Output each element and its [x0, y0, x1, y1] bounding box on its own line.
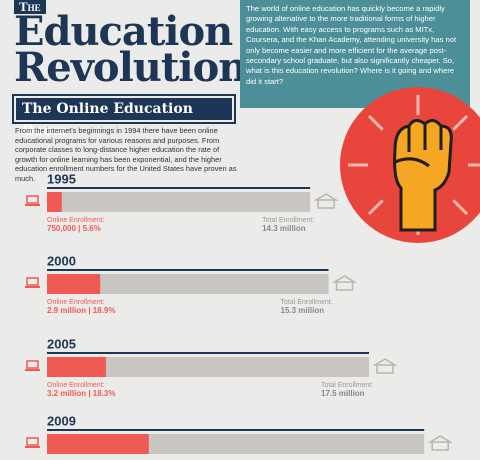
school-icon	[372, 358, 398, 374]
laptop-icon	[26, 360, 39, 369]
year-label: 2005	[47, 336, 76, 351]
online-name: Online Enrollment:	[47, 382, 105, 389]
laptop-icon	[25, 446, 40, 448]
online-name: Online Enrollment:	[47, 217, 105, 224]
total-bar	[47, 192, 311, 212]
online-label: 750,000 | 5.6%	[47, 224, 101, 233]
school-icon	[427, 435, 453, 451]
total-name: Total Enrollment:	[281, 299, 333, 306]
laptop-icon	[26, 277, 39, 286]
total-label: 14.3 million	[262, 224, 306, 233]
online-name: Online Enrollment:	[47, 299, 105, 306]
laptop-icon	[25, 369, 40, 371]
laptop-icon	[26, 195, 39, 204]
intro-box: The world of online education has quickl…	[240, 0, 470, 108]
total-name: Total Enrollment:	[321, 382, 373, 389]
online-bar	[47, 357, 106, 377]
year-label: 1995	[47, 171, 76, 186]
total-bar	[47, 274, 329, 294]
title: Revolution	[14, 44, 247, 91]
title-tag: The	[14, 0, 46, 14]
school-icon	[313, 193, 339, 209]
online-bar	[47, 274, 101, 294]
section-title: The Online Education Boom	[12, 94, 236, 139]
online-bar	[47, 192, 62, 212]
total-bar	[47, 357, 369, 377]
online-label: 2.9 million | 18.9%	[47, 306, 116, 315]
total-label: 17.5 million	[321, 389, 365, 398]
online-bar	[47, 434, 149, 454]
school-icon	[331, 275, 358, 291]
year-label: 2000	[47, 253, 76, 268]
laptop-icon	[25, 286, 40, 288]
total-label: 15.3 million	[281, 306, 325, 315]
laptop-icon	[25, 204, 40, 206]
fist-emblem	[340, 87, 480, 243]
online-label: 3.2 million | 18.3%	[47, 389, 116, 398]
total-name: Total Enrollment:	[262, 217, 314, 224]
section-text: From the internet's beginnings in 1994 t…	[15, 126, 237, 183]
year-label: 2009	[47, 413, 76, 428]
title: Education	[14, 8, 233, 55]
laptop-icon	[26, 437, 39, 446]
